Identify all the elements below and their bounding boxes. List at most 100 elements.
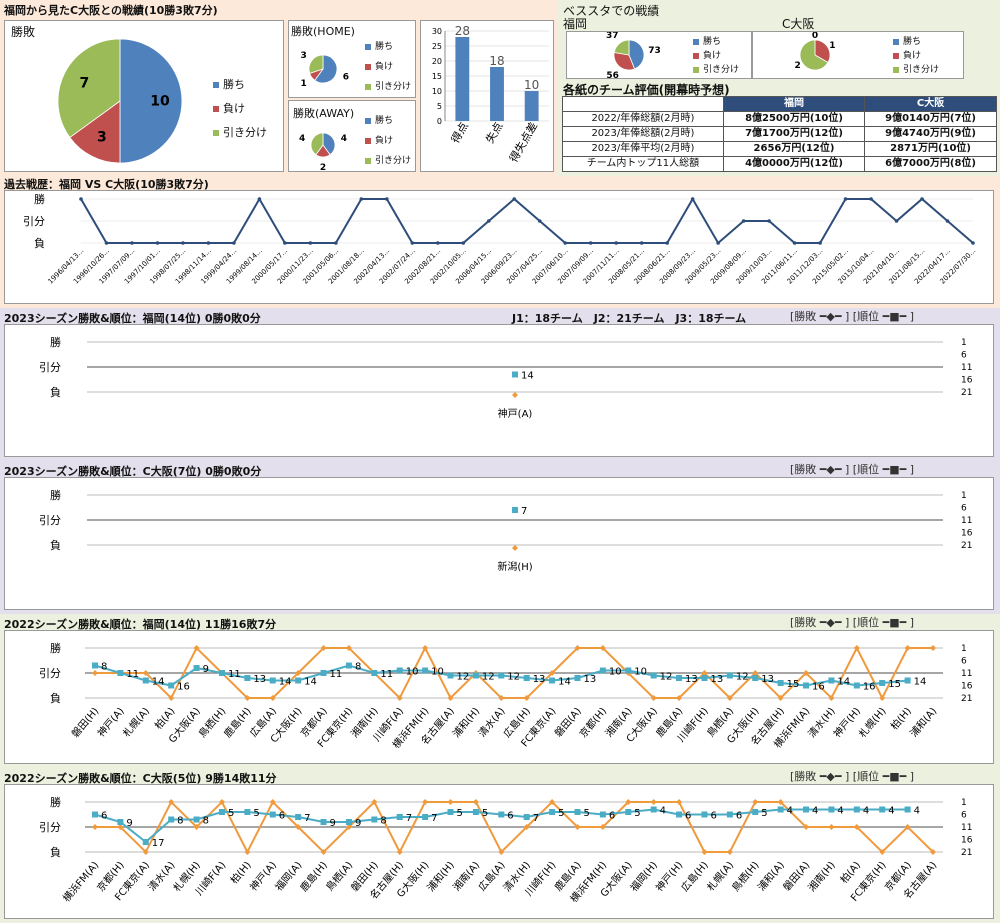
result-marker <box>625 799 632 805</box>
rank-tick: 21 <box>961 388 972 398</box>
pie-slice <box>613 51 636 71</box>
rank-label: 6 <box>279 811 285 822</box>
category-label: 湘南(A) <box>450 859 482 894</box>
pie-label: 2 <box>320 163 326 173</box>
data-label: 10 <box>524 78 539 92</box>
result-marker <box>512 545 518 551</box>
rank-label: 16 <box>177 682 190 693</box>
pie-label: 2 <box>795 61 801 71</box>
tick-label: 15 <box>432 72 442 81</box>
rank-label: 6 <box>507 811 513 822</box>
rank-label: 4 <box>888 806 894 817</box>
data-point <box>206 241 211 245</box>
rank-marker <box>295 814 302 820</box>
result-marker <box>549 799 556 805</box>
result-marker <box>472 799 479 805</box>
rank-label: 12 <box>736 672 749 683</box>
category-label: 失点 <box>483 120 505 146</box>
rank-marker <box>599 667 606 674</box>
rank-marker <box>726 672 733 679</box>
rank-label: 14 <box>521 371 534 382</box>
rank-marker <box>879 806 886 813</box>
result-marker <box>574 645 581 651</box>
data-point <box>716 241 720 245</box>
s23c-panel: 2023シーズン勝敗&順位：C大阪(7位) 0勝0敗0分 [勝敗 ━◆━ ] [… <box>0 461 1000 614</box>
rank-marker <box>523 814 530 820</box>
rank-label: 4 <box>660 806 666 817</box>
rank-label: 7 <box>431 813 437 824</box>
result-marker <box>752 670 759 676</box>
rank-label: 13 <box>583 674 596 685</box>
rank-marker <box>777 806 784 813</box>
s22f-panel: 2022シーズン勝敗&順位：福岡(14位) 11勝16敗7分 [勝敗 ━◆━ ]… <box>0 614 1000 768</box>
category-label: 京都(H) <box>577 705 610 740</box>
category-label: 浦和(A) <box>907 705 939 740</box>
rank-marker <box>117 819 124 825</box>
result-marker <box>701 670 708 676</box>
s23f-panel: 2023シーズン勝敗&順位：福岡(14位) 0勝0敗0分 J1：18チーム J2… <box>0 308 1000 461</box>
rank-label: 11 <box>330 669 343 680</box>
result-marker <box>396 695 403 701</box>
rank-tick: 16 <box>961 682 973 692</box>
rank-label: 16 <box>863 682 876 693</box>
data-point <box>130 241 134 245</box>
salary-value: 4億0000万円(12位) <box>722 156 866 172</box>
result-marker <box>930 645 936 651</box>
result-marker <box>168 799 175 805</box>
data-point <box>920 197 924 201</box>
result-marker <box>752 799 759 805</box>
rank-label: 14 <box>152 677 165 688</box>
data-point <box>181 241 185 245</box>
result-marker <box>549 670 556 676</box>
result-marker <box>828 695 835 701</box>
result-line <box>95 645 933 701</box>
rank-label: 8 <box>380 816 386 827</box>
rank-marker <box>828 677 835 684</box>
rank-marker <box>549 677 556 684</box>
rank-tick: 1 <box>961 644 967 654</box>
bestsuta-cosaka-legend: 勝ち 負け 引き分け <box>893 35 939 77</box>
category-label: 浦和(H) <box>450 705 483 740</box>
rank-marker <box>853 682 860 689</box>
rank-marker <box>142 677 149 684</box>
rank-label: 4 <box>812 806 818 817</box>
category-label: 得失点差 <box>506 119 540 164</box>
goals-box: 0 5 10 15 20 25 30 28 得点 18 失点 10 得失点差 <box>420 20 554 172</box>
y-label: 勝 <box>50 488 61 502</box>
rank-marker <box>879 680 886 686</box>
result-marker <box>599 645 606 651</box>
data-point <box>588 241 593 245</box>
result-marker <box>193 645 200 651</box>
salary-header-2: C大阪 <box>864 96 997 112</box>
total-pie-box: 勝敗 10 3 7 勝ち 負け 引き分け <box>4 20 284 172</box>
result-marker <box>345 824 352 830</box>
rank-marker <box>752 675 759 681</box>
result-marker <box>512 392 518 398</box>
history-line-chart: 勝引分負1996/04/13...1996/10/26...1997/07/09… <box>23 192 977 286</box>
s23f-chart-box: 勝引分負 1 6 11 16 21 14 神戸(A) <box>4 324 994 457</box>
pie-label: 73 <box>648 46 661 56</box>
rank-label: 4 <box>863 806 869 817</box>
result-marker <box>320 849 327 855</box>
y-label: 勝 <box>34 192 45 206</box>
result-marker <box>879 695 886 701</box>
data-point <box>257 197 262 201</box>
rank-label: 13 <box>253 674 266 685</box>
rank-tick: 11 <box>961 363 972 373</box>
bestsuta-fukuoka-box: 73 56 37 勝ち 負け 引き分け <box>566 31 752 79</box>
rank-marker <box>498 811 505 818</box>
rank-marker <box>777 680 784 686</box>
y-label: 引分 <box>39 666 61 680</box>
category-label: 柏(H) <box>888 705 914 733</box>
data-point <box>537 219 542 223</box>
y-label: 負 <box>50 692 61 705</box>
summary-title: 福岡から見たC大阪との戦績(10勝3敗7分) <box>4 4 218 17</box>
data-point <box>614 241 618 245</box>
rank-marker <box>549 809 556 815</box>
rank-label: 7 <box>304 813 310 824</box>
rank-tick: 6 <box>961 657 967 667</box>
rank-marker <box>803 682 810 689</box>
result-marker <box>904 645 911 651</box>
